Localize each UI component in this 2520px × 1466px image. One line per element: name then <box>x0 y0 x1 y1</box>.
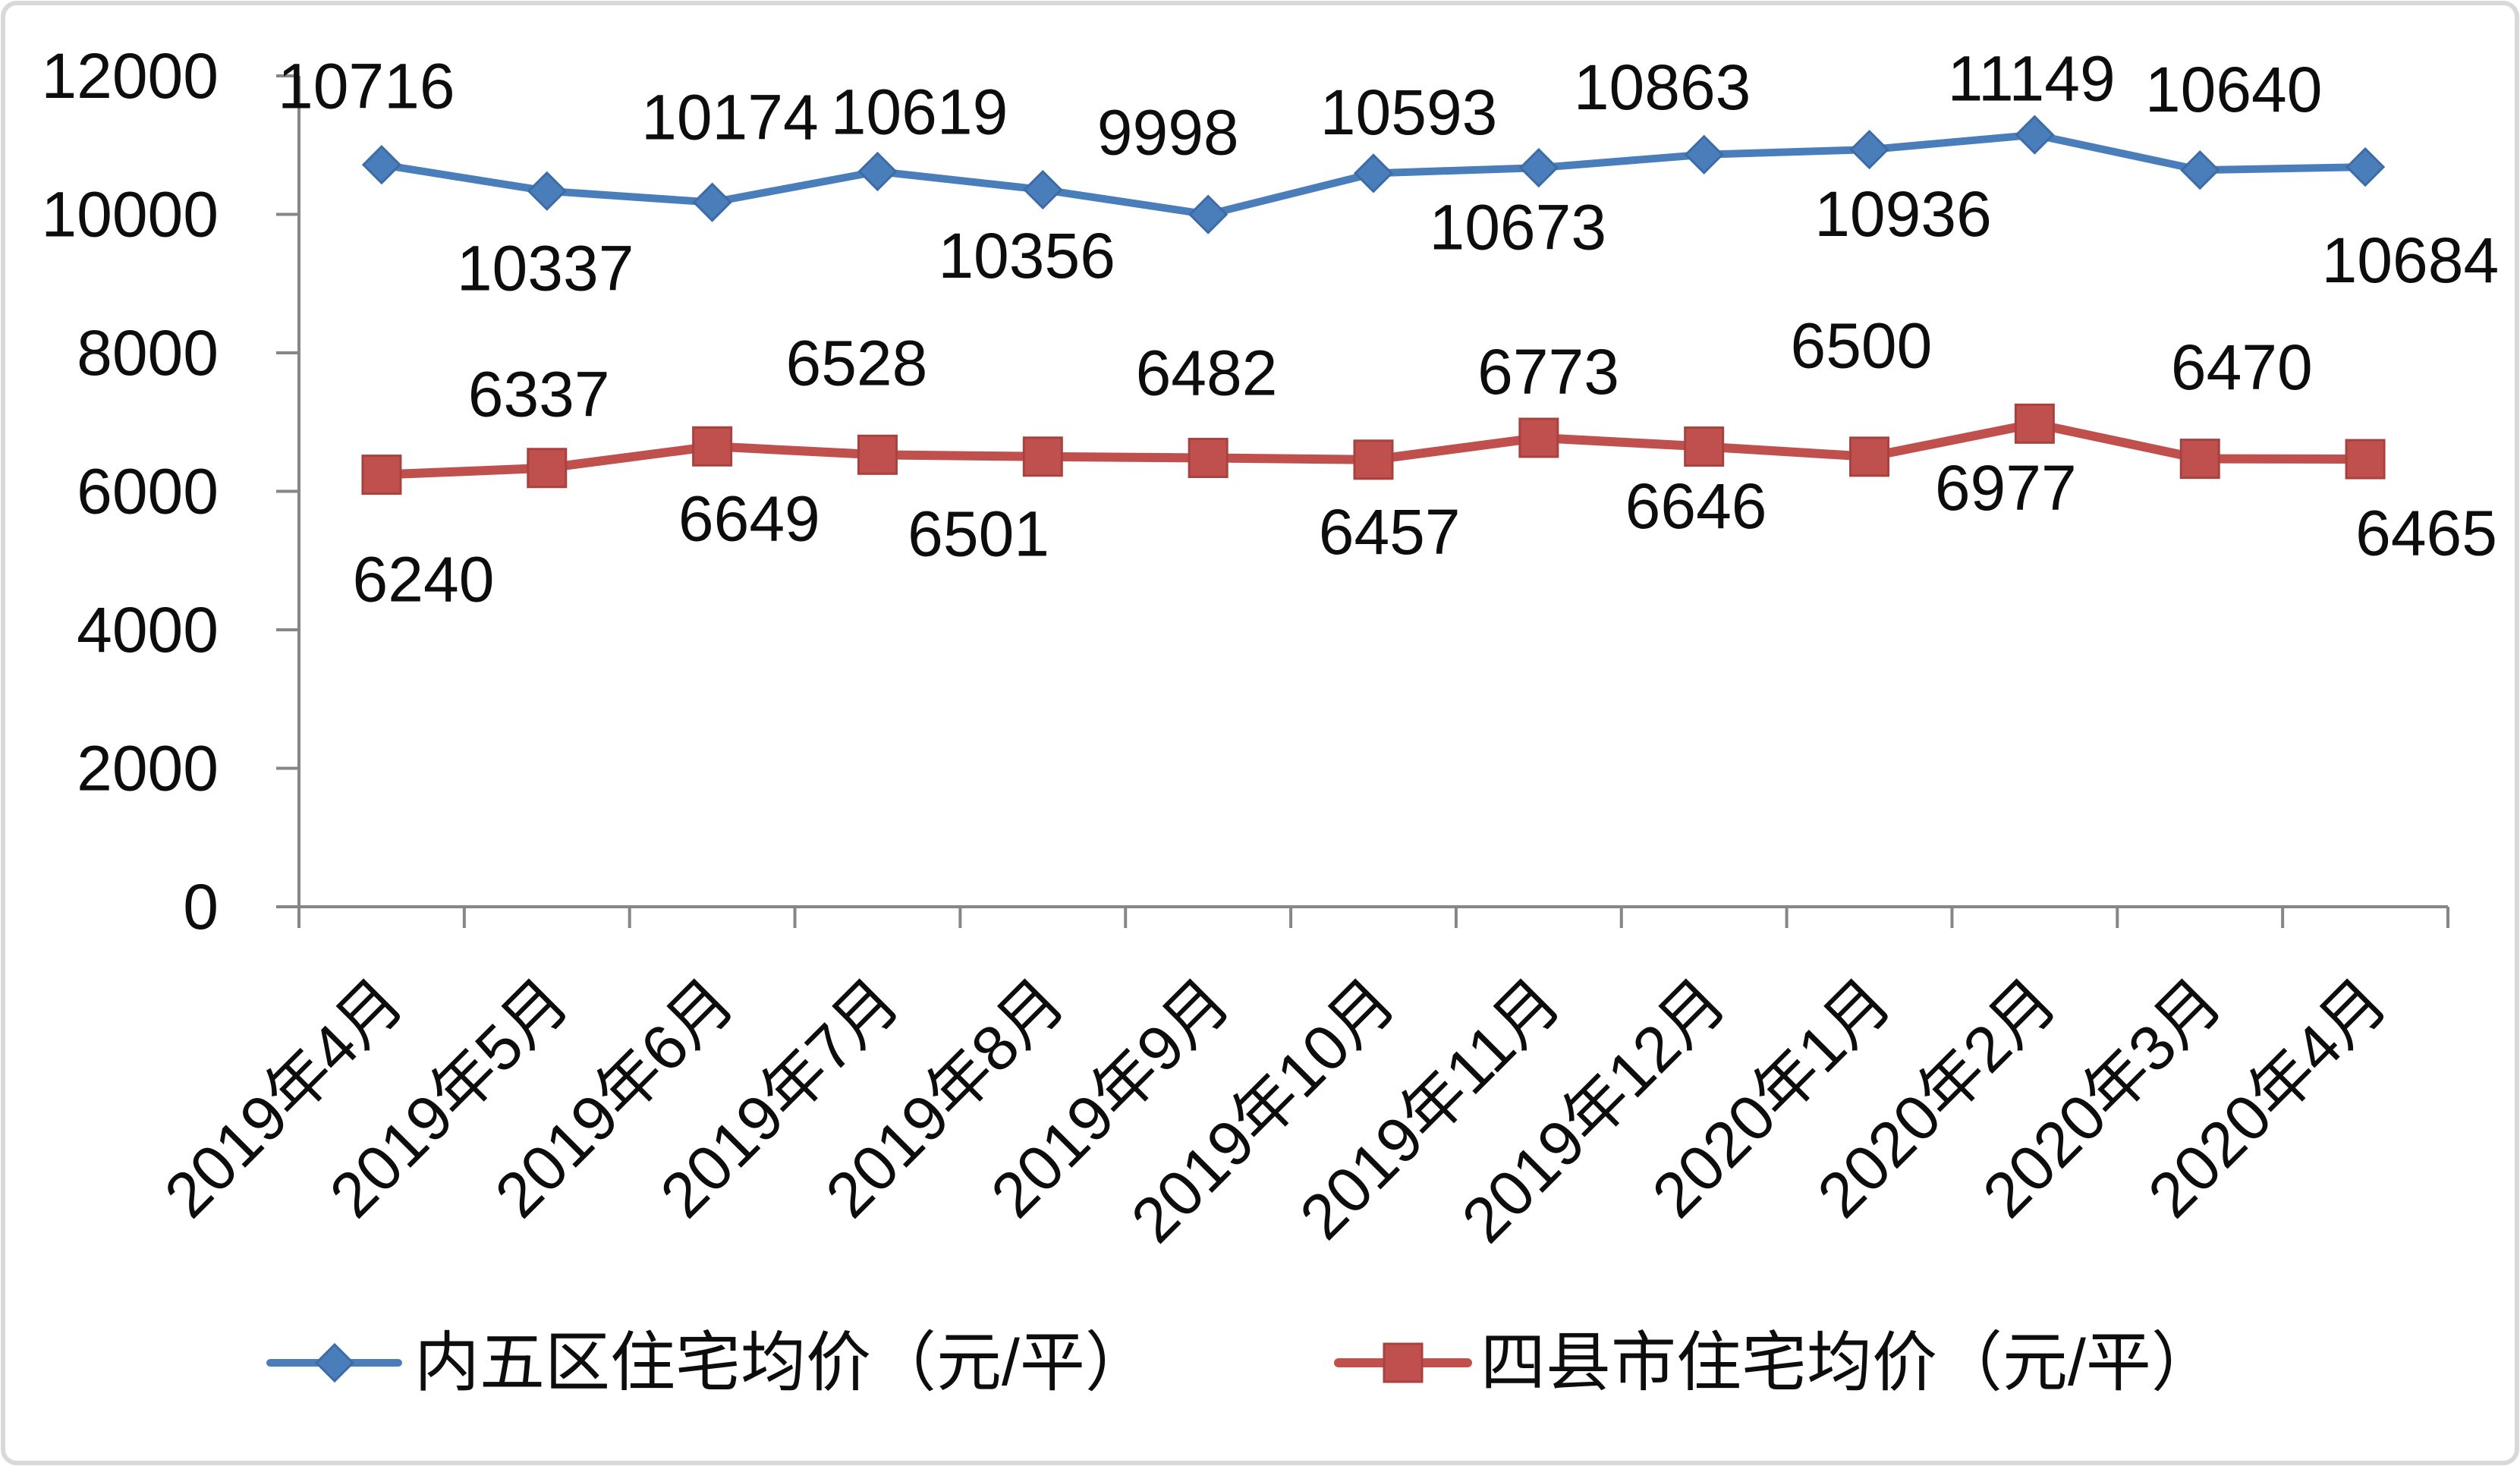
inner-five-districts-data-label: 11149 <box>1948 43 2116 115</box>
y-tick-label: 2000 <box>77 733 219 804</box>
inner-five-districts-data-point <box>2345 146 2386 187</box>
four-counties-cities-data-point <box>527 448 568 489</box>
four-counties-cities-data-label: 6337 <box>468 358 610 429</box>
four-counties-cities-data-label: 6501 <box>908 498 1049 569</box>
inner-five-districts-data-point <box>1188 194 1229 234</box>
four-counties-cities-data-point <box>2014 403 2055 444</box>
four-counties-cities-data-point <box>692 426 733 467</box>
four-counties-cities-data-label: 6500 <box>1791 310 1933 382</box>
four-counties-cities-data-label: 6457 <box>1319 496 1461 568</box>
data-labels: 10716 10337 10174 10619 10356 9998 10593 10673 1… <box>278 43 2499 615</box>
four-counties-cities-data-label: 6465 <box>2355 497 2497 568</box>
y-tick-label: 8000 <box>77 317 219 389</box>
y-tick-label: 12000 <box>41 40 219 112</box>
inner-five-districts-data-point <box>1353 153 1394 193</box>
four-counties-cities-data-point <box>1684 426 1725 467</box>
inner-five-districts-data-label: 10337 <box>457 232 634 304</box>
inner-five-districts-data-label: 9998 <box>1097 97 1239 168</box>
four-counties-cities-data-point <box>1353 439 1394 480</box>
inner-five-districts-data-point <box>361 145 402 185</box>
legend-marker <box>1383 1342 1424 1383</box>
inner-five-districts-data-label: 10863 <box>1574 52 1751 123</box>
legend-label: 四县市住宅均价（元/平） <box>1480 1326 2216 1399</box>
four-counties-cities-data-point <box>1518 417 1559 458</box>
inner-five-districts-data-label: 10684 <box>2322 225 2500 296</box>
inner-five-districts-data-label: 10936 <box>1814 178 1992 250</box>
inner-five-districts-data-point <box>857 151 898 192</box>
inner-five-districts-data-point <box>1023 169 1063 210</box>
legend-label: 内五区住宅均价（元/平） <box>414 1326 1150 1399</box>
y-axis: 0 2000 4000 6000 8000 10000 12000 <box>41 40 300 942</box>
inner-five-districts-data-point <box>2180 149 2220 190</box>
legend-marker <box>314 1342 355 1383</box>
inner-five-districts-data-label: 10593 <box>1320 77 1498 148</box>
four-counties-cities-data-label: 6773 <box>1477 336 1619 407</box>
four-counties-cities-data-point <box>361 455 402 495</box>
inner-five-districts-data-point <box>2015 115 2055 155</box>
four-counties-cities-data-point <box>2179 439 2220 480</box>
four-counties-cities-data-label: 6528 <box>785 328 927 399</box>
y-tick-label: 10000 <box>41 179 219 250</box>
legend: 内五区住宅均价（元/平） 四县市住宅均价（元/平） <box>266 1326 2216 1399</box>
four-counties-cities-data-label: 6240 <box>353 543 495 615</box>
y-tick-label: 4000 <box>77 594 219 665</box>
inner-five-districts-data-point <box>1849 129 1889 170</box>
series-layer <box>361 115 2386 495</box>
four-counties-cities-data-label: 6977 <box>1935 452 2077 524</box>
y-tick-label: 0 <box>183 871 219 942</box>
inner-five-districts-data-label: 10640 <box>2145 54 2323 125</box>
four-counties-cities-data-label: 6649 <box>678 483 820 555</box>
inner-five-districts-data-label: 10716 <box>278 50 455 121</box>
inner-five-districts-data-point <box>1684 134 1724 175</box>
four-counties-cities-data-point <box>1188 438 1229 479</box>
four-counties-cities-data-label: 6470 <box>2171 332 2313 403</box>
inner-five-districts-data-label: 10673 <box>1430 191 1607 263</box>
inner-five-districts-data-label: 10174 <box>641 81 819 153</box>
four-counties-cities-data-point <box>2345 439 2386 480</box>
inner-five-districts-data-point <box>527 171 567 211</box>
y-tick-label: 6000 <box>77 456 219 527</box>
legend-item-four-counties-cities: 四县市住宅均价（元/平） <box>1334 1326 2216 1399</box>
four-counties-cities-data-point <box>1022 436 1063 477</box>
four-counties-cities-data-point <box>1849 436 1890 477</box>
four-counties-cities-data-label: 6482 <box>1136 337 1278 408</box>
inner-five-districts-data-point <box>692 182 732 222</box>
inner-five-districts-data-label: 10619 <box>831 77 1008 148</box>
inner-five-districts-data-point <box>1518 147 1559 188</box>
four-counties-cities-data-point <box>857 434 898 475</box>
legend-item-inner-five-districts: 内五区住宅均价（元/平） <box>266 1326 1150 1399</box>
inner-five-districts-data-label: 10356 <box>938 220 1115 291</box>
four-counties-cities-data-label: 6646 <box>1625 470 1767 542</box>
